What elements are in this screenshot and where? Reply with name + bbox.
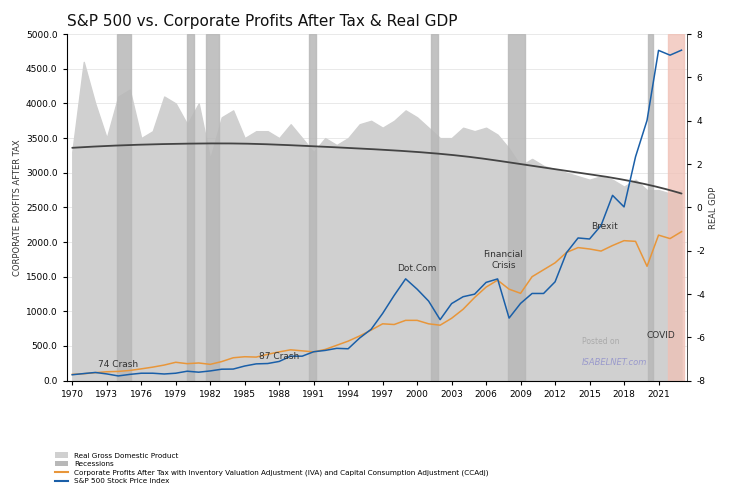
- Y-axis label: CORPORATE PROFITS AFTER TAX: CORPORATE PROFITS AFTER TAX: [13, 139, 21, 276]
- Text: Financial
Crisis: Financial Crisis: [483, 250, 523, 270]
- Bar: [648, 34, 653, 381]
- Text: COVID: COVID: [647, 331, 675, 341]
- Legend: Real Gross Domestic Product, Recessions, Corporate Profits After Tax with Invent: Real Gross Domestic Product, Recessions,…: [55, 452, 488, 485]
- Bar: [431, 34, 437, 381]
- Bar: [205, 34, 219, 381]
- Bar: [668, 34, 684, 381]
- Text: ISABELNET.com: ISABELNET.com: [582, 358, 647, 367]
- Bar: [309, 34, 316, 381]
- Y-axis label: REAL GDP: REAL GDP: [709, 186, 718, 228]
- Text: Brexit: Brexit: [591, 222, 618, 231]
- Text: 74 Crash: 74 Crash: [98, 360, 138, 369]
- Text: S&P 500 vs. Corporate Profits After Tax & Real GDP: S&P 500 vs. Corporate Profits After Tax …: [67, 14, 457, 29]
- Text: Posted on: Posted on: [582, 337, 619, 346]
- Text: 87 Crash: 87 Crash: [259, 352, 299, 361]
- Text: Dot.Com: Dot.Com: [398, 264, 437, 272]
- Bar: [117, 34, 131, 381]
- Bar: [187, 34, 194, 381]
- Bar: [508, 34, 525, 381]
